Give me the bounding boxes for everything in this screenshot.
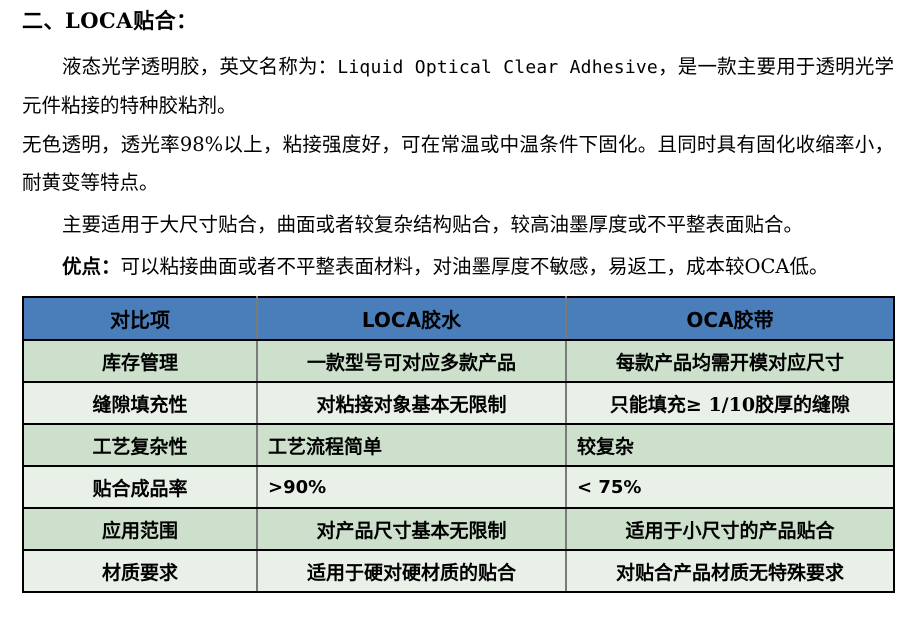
table-body: 库存管理 一款型号可对应多款产品 每款产品均需开模对应尺寸 缝隙填充性 对粘接对… [22, 339, 895, 593]
section-heading: 二、LOCA贴合： [22, 8, 198, 33]
cell-oca-application-scope: 适用于小尺寸的产品贴合 [565, 507, 895, 551]
paragraph-merits-label: 优点 [61, 255, 101, 278]
cell-oca-gap-filling: 只能填充≥ 1/10胶厚的缝隙 [565, 381, 895, 425]
cell-oca-process-complexity: 较复杂 [565, 423, 895, 467]
paragraph-properties: 无色透明，透光率98%以上，粘接强度好，可在常温或中温条件下固化。且同时具有固化… [22, 126, 894, 202]
row-label-gap-filling: 缝隙填充性 [22, 381, 258, 425]
cell-oca-yield: < 75% [565, 465, 895, 509]
row-label-process-complexity: 工艺复杂性 [22, 423, 258, 467]
row-label-yield: 贴合成品率 [22, 465, 258, 509]
table-row: 贴合成品率 >90% < 75% [22, 465, 895, 509]
cell-loca-yield: >90% [256, 465, 567, 509]
row-label-material-requirement: 材质要求 [22, 549, 258, 593]
table-header-row: 对比项 LOCA胶水 OCA胶带 [22, 296, 895, 341]
cell-loca-gap-filling: 对粘接对象基本无限制 [256, 381, 567, 425]
paragraph-properties-text: 无色透明，透光率98%以上，粘接强度好，可在常温或中温条件下固化。且同时具有固化… [22, 133, 894, 194]
paragraph-applications-text: 主要适用于大尺寸贴合，曲面或者较复杂结构贴合，较高油墨厚度或不平整表面贴合。 [61, 213, 803, 236]
table-row: 应用范围 对产品尺寸基本无限制 适用于小尺寸的产品贴合 [22, 507, 895, 551]
column-header-oca: OCA胶带 [565, 296, 895, 341]
paragraph-merits-text: 可以粘接曲面或者不平整表面材料，对油墨厚度不敏感，易返工，成本较OCA低。 [120, 255, 829, 278]
table-row: 库存管理 一款型号可对应多款产品 每款产品均需开模对应尺寸 [22, 339, 895, 383]
row-label-inventory: 库存管理 [22, 339, 258, 383]
comparison-table: 对比项 LOCA胶水 OCA胶带 库存管理 一款型号可对应多款产品 每款产品均需… [22, 296, 895, 593]
row-label-application-scope: 应用范围 [22, 507, 258, 551]
cell-oca-material-requirement: 对贴合产品材质无特殊要求 [565, 549, 895, 593]
paragraph-intro-text-1: 液态光学透明胶，英文名称为： [61, 55, 338, 78]
cell-loca-application-scope: 对产品尺寸基本无限制 [256, 507, 567, 551]
column-header-category: 对比项 [22, 296, 258, 341]
column-header-loca: LOCA胶水 [256, 296, 567, 341]
table-row: 缝隙填充性 对粘接对象基本无限制 只能填充≥ 1/10胶厚的缝隙 [22, 381, 895, 425]
cell-oca-inventory: 每款产品均需开模对应尺寸 [565, 339, 895, 383]
paragraph-intro: 液态光学透明胶，英文名称为：Liquid Optical Clear Adhes… [22, 48, 894, 125]
paragraph-applications: 主要适用于大尺寸贴合，曲面或者较复杂结构贴合，较高油墨厚度或不平整表面贴合。 [22, 206, 894, 244]
paragraph-merits-separator: ： [100, 255, 121, 278]
paragraph-merits: 优点：可以粘接曲面或者不平整表面材料，对油墨厚度不敏感，易返工，成本较OCA低。 [22, 248, 894, 286]
table-header: 对比项 LOCA胶水 OCA胶带 [22, 296, 895, 341]
cell-loca-material-requirement: 适用于硬对硬材质的贴合 [256, 549, 567, 593]
table-row: 材质要求 适用于硬对硬材质的贴合 对贴合产品材质无特殊要求 [22, 549, 895, 593]
cell-loca-inventory: 一款型号可对应多款产品 [256, 339, 567, 383]
table-row: 工艺复杂性 工艺流程简单 较复杂 [22, 423, 895, 467]
cell-loca-process-complexity: 工艺流程简单 [256, 423, 567, 467]
paragraph-intro-english-name: Liquid Optical Clear Adhesive [337, 57, 658, 78]
paragraph-intro-text-2: ，是一款主要用于透明光学元件粘接的特种胶粘剂。 [22, 55, 894, 117]
